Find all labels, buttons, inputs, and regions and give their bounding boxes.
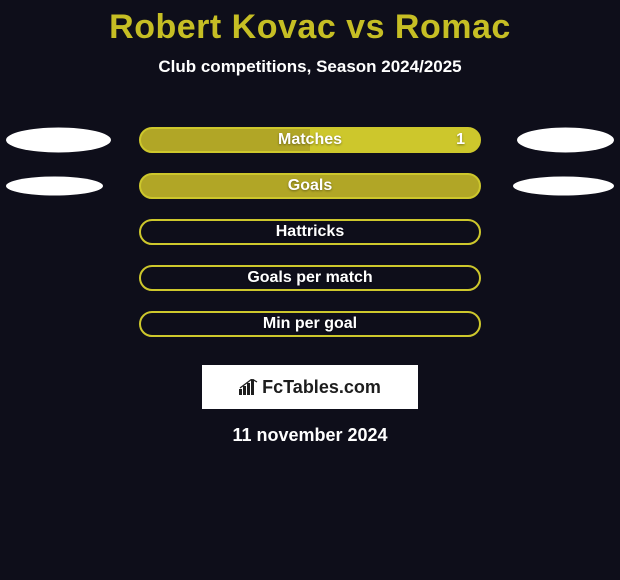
stat-label: Goals per match xyxy=(247,269,372,287)
comparison-row: Min per goal xyxy=(0,301,620,347)
stat-label: Min per goal xyxy=(263,315,357,333)
stat-bar: Goals per match xyxy=(139,265,481,291)
stat-bar: Goals xyxy=(139,173,481,199)
comparison-row: Hattricks xyxy=(0,209,620,255)
stat-value-right: 1 xyxy=(456,131,465,149)
comparison-rows: Matches 1 Goals Hattricks Goals per match Min… xyxy=(0,117,620,347)
left-value-ellipse xyxy=(6,128,111,153)
chart-icon xyxy=(239,379,259,395)
subtitle: Club competitions, Season 2024/2025 xyxy=(0,57,620,77)
stat-label: Matches xyxy=(278,131,342,149)
stat-label: Hattricks xyxy=(276,223,344,241)
page-title: Robert Kovac vs Romac xyxy=(0,0,620,47)
logo-box: FcTables.com xyxy=(202,365,418,409)
right-value-ellipse xyxy=(517,128,614,153)
comparison-row: Goals xyxy=(0,163,620,209)
right-value-ellipse xyxy=(513,177,614,196)
stat-bar: Hattricks xyxy=(139,219,481,245)
logo-text: FcTables.com xyxy=(262,377,381,398)
date-label: 11 november 2024 xyxy=(0,425,620,446)
comparison-row: Goals per match xyxy=(0,255,620,301)
comparison-row: Matches 1 xyxy=(0,117,620,163)
stat-label: Goals xyxy=(288,177,332,195)
stat-bar: Min per goal xyxy=(139,311,481,337)
left-value-ellipse xyxy=(6,177,103,196)
logo: FcTables.com xyxy=(239,377,381,398)
stat-bar: Matches 1 xyxy=(139,127,481,153)
